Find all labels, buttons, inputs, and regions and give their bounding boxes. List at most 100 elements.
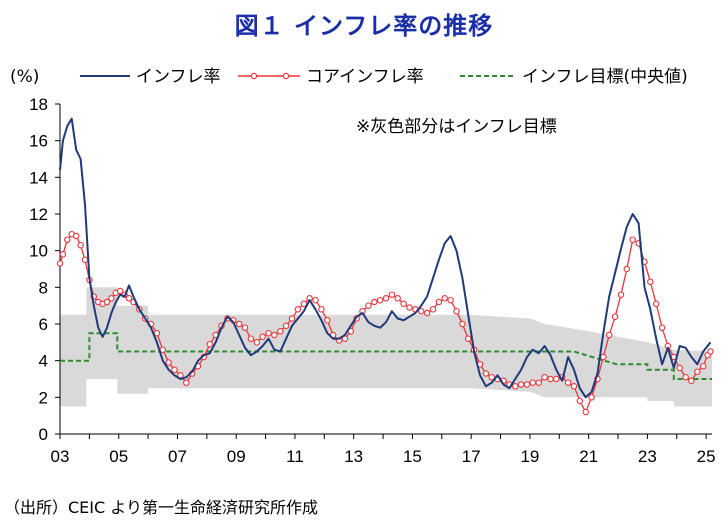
core-point [611, 313, 619, 320]
core-point [447, 296, 454, 304]
core-point [394, 295, 401, 302]
core-point [488, 373, 495, 381]
core-point [623, 265, 631, 273]
core-point [288, 315, 296, 322]
legend-label-inflation: インフレ率 [136, 67, 221, 87]
core-point [682, 373, 689, 381]
y-tick-label: 10 [29, 242, 48, 261]
core-point [423, 309, 431, 317]
core-point [617, 291, 625, 298]
core-point [535, 379, 542, 386]
core-point [259, 333, 266, 341]
x-tick-label: 19 [520, 447, 539, 466]
core-point [453, 307, 460, 315]
core-point [652, 300, 660, 308]
core-point [125, 295, 133, 302]
y-tick-label: 12 [29, 205, 48, 224]
core-point [282, 322, 290, 330]
y-tick-label: 14 [29, 168, 48, 187]
core-point [365, 302, 372, 309]
source-note: （出所）CEIC より第一生命経済研究所作成 [4, 498, 318, 517]
legend: インフレ率 コアインフレ率 インフレ目標(中央値) [80, 67, 688, 87]
legend-label-target: インフレ目標(中央値) [522, 67, 688, 87]
core-point [388, 291, 396, 298]
core-point [576, 397, 584, 405]
core-point [482, 370, 490, 377]
core-point [541, 373, 548, 381]
core-point [464, 335, 472, 342]
core-point [406, 304, 413, 311]
core-point [658, 324, 666, 331]
series-line-target [60, 332, 712, 380]
core-point [56, 260, 64, 267]
core-point [103, 298, 111, 306]
y-tick-label: 6 [39, 315, 48, 334]
core-point [441, 295, 448, 302]
core-point [77, 241, 84, 249]
legend-marker-core [250, 72, 258, 80]
core-point [108, 295, 115, 302]
inflation-chart: (%) インフレ率 コアインフレ率 インフレ目標(中央値) 0 2 4 6 8 10 12 1… [10, 67, 716, 466]
core-point [300, 300, 308, 308]
core-point [59, 251, 67, 258]
core-point [511, 383, 519, 390]
y-tick-label: 16 [29, 132, 48, 151]
y-tick-label: 18 [29, 95, 48, 114]
x-tick-label: 03 [51, 447, 70, 466]
core-point [699, 362, 707, 370]
core-point [429, 306, 437, 313]
chart-title: 図１ インフレ率の推移 [234, 12, 494, 40]
core-point [688, 377, 695, 385]
x-tick-label: 11 [286, 447, 304, 466]
core-point [271, 331, 278, 339]
series [56, 117, 714, 416]
x-tick-label: 21 [579, 447, 598, 466]
core-point [371, 298, 378, 306]
x-tick-label: 07 [168, 447, 187, 466]
core-point [277, 328, 284, 335]
x-tick-label: 23 [638, 447, 657, 466]
core-point [116, 287, 124, 295]
core-point [459, 320, 466, 328]
core-point [382, 295, 390, 302]
core-point [376, 296, 384, 304]
core-point [582, 408, 589, 416]
x-tick-label: 15 [403, 447, 422, 466]
core-point [265, 329, 272, 337]
core-point [64, 236, 71, 243]
series-line-inflation [59, 117, 712, 399]
core-point [629, 236, 636, 243]
core-point [600, 353, 607, 361]
core-point [435, 298, 443, 306]
core-point [605, 331, 613, 339]
y-tick-label: 0 [39, 425, 48, 444]
core-point [165, 359, 172, 366]
core-point [183, 379, 190, 386]
core-point [400, 300, 407, 308]
core-point [417, 307, 425, 315]
core-point [312, 296, 319, 304]
core-point [570, 383, 578, 390]
core-point [523, 381, 531, 388]
core-point [241, 324, 249, 331]
y-axis-unit: (%) [10, 67, 39, 87]
core-point [81, 256, 89, 264]
y-tick-label: 2 [39, 388, 48, 407]
core-point [517, 381, 525, 388]
core-point [318, 306, 325, 313]
core-point [588, 394, 595, 401]
y-tick-label: 4 [39, 352, 48, 371]
core-point [564, 379, 572, 386]
x-tick-label: 05 [109, 447, 128, 466]
core-point [324, 317, 331, 324]
x-tick-label: 25 [697, 447, 716, 466]
core-point [694, 368, 701, 375]
x-tick-label: 09 [227, 447, 246, 466]
core-point [235, 320, 243, 328]
core-point [253, 339, 261, 346]
core-point [171, 366, 178, 374]
core-point [707, 348, 714, 355]
core-point [72, 232, 80, 240]
x-tick-label: 17 [462, 447, 481, 466]
core-point [529, 379, 537, 386]
